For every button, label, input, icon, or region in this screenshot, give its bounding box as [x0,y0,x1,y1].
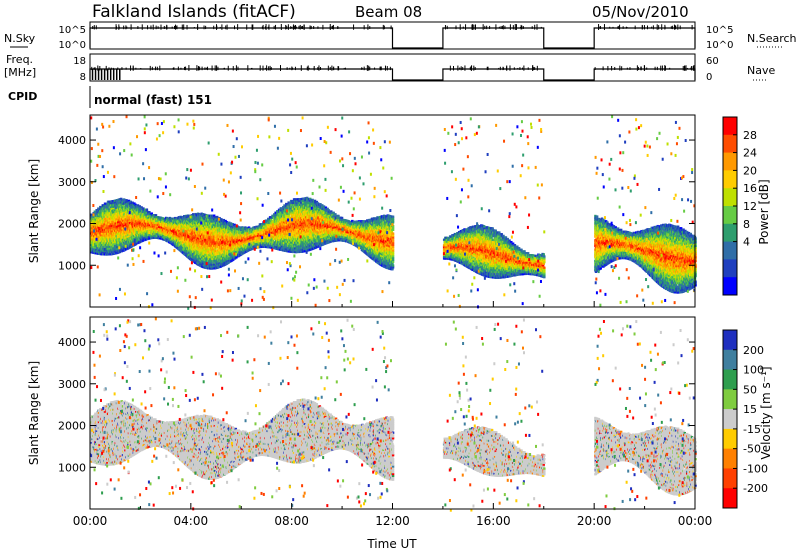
nave-tick-top: 60 [706,56,719,67]
cpid-panel: CPID normal (fast) 151 [8,86,212,108]
freq-trace [90,69,695,80]
nsky-trace [90,28,695,48]
nsky-tick-bottom: 10^0 [59,40,86,51]
cpid-value: normal (fast) 151 [94,93,212,107]
nsky-label: N.Sky [4,32,36,45]
plot-title: Falkland Islands (fitACF) [92,2,296,22]
freq-panel: Freq. [MHz] 18 8 60 0 Nave [4,53,775,83]
freq-tick-bottom: 8 [80,72,86,83]
freq-label-2: [MHz] [4,66,36,79]
nave-tick-bottom: 0 [706,72,712,83]
nsky-tick-top: 10^5 [59,25,86,36]
freq-label-1: Freq. [6,53,33,66]
nave-label: Nave [747,64,775,77]
beam-label: Beam 08 [355,3,422,21]
date-label: 05/Nov/2010 [592,3,689,21]
freq-tick-top: 18 [73,56,86,67]
nsearch-label: N.Search [747,32,797,45]
cpid-label: CPID [8,90,37,103]
nsearch-tick-top: 10^5 [706,25,733,36]
nsky-panel: N.Sky 10^5 10^0 10^5 10^0 N.Search [4,22,797,51]
nsearch-tick-bottom: 10^0 [706,40,733,51]
